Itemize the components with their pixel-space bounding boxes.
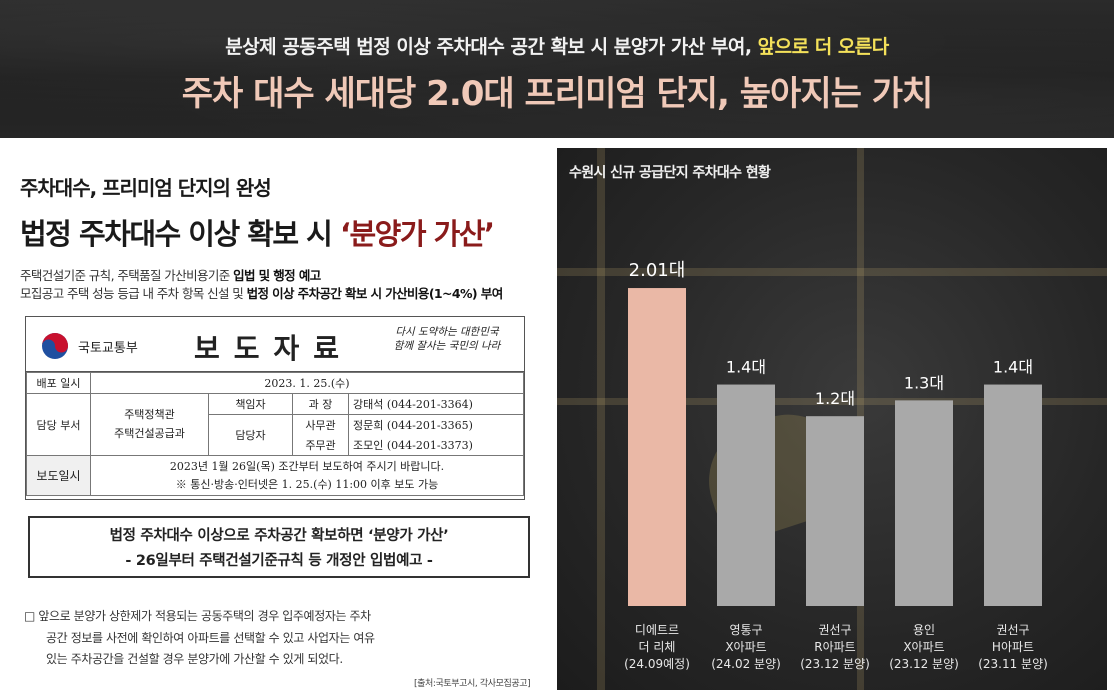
heading-large: 법정 주차대수 이상 확보 시 ‘분양가 가산’ — [20, 211, 540, 253]
report-line-1: 2023년 1월 26일(목) 조간부터 보도하여 주시기 바랍니다. — [169, 460, 445, 473]
source-note: [출처:국토부고시, 각사모집공고] — [414, 679, 531, 689]
description-line-2-plain: 모집공고 주택 성능 등급 내 주차 항목 신설 및 — [20, 286, 247, 302]
banner-subtitle: 분상제 공동주택 법정 이상 주차대수 공간 확보 시 분양가 가산 부여, 앞… — [0, 32, 1114, 59]
category-label: X아파트 — [725, 640, 766, 654]
table-cell: 배포 일시 — [26, 372, 91, 394]
heading-large-accent: ‘분양가 가산’ — [339, 217, 495, 251]
bar — [717, 384, 775, 606]
dept-name-2: 주택건설공급과 — [114, 426, 185, 440]
category-label: 권선구 — [818, 623, 851, 637]
category-label: H아파트 — [992, 640, 1034, 654]
banner-subtitle-highlight: 앞으로 더 오른다 — [757, 36, 890, 58]
bar-value-label: 1.4대 — [726, 358, 766, 377]
category-label: 영통구 — [729, 623, 762, 637]
table-row: 보도일시 2023년 1월 26일(목) 조간부터 보도하여 주시기 바랍니다.… — [26, 454, 524, 497]
category-label: (23.12 분양) — [889, 657, 959, 671]
table-row: 주무관 조모인 (044-201-3373) — [27, 435, 524, 456]
category-label: R아파트 — [814, 640, 855, 654]
table-cell: 강태석 (044-201-3364) — [348, 393, 524, 415]
press-release-header: 국토교통부 보도자료 다시 도약하는 대한민국 함께 잘사는 국민의 나라 — [26, 317, 524, 372]
dept-name-1: 주택정책관 — [124, 407, 175, 421]
ministry-name: 국토교통부 — [78, 340, 138, 356]
notice-line-1: 법정 주차대수 이상으로 주차공간 확보하면 ‘분양가 가산’ — [109, 528, 449, 544]
left-article: 주차대수, 프리미엄 단지의 완성 법정 주차대수 이상 확보 시 ‘분양가 가… — [20, 172, 540, 303]
table-cell: 사무관 — [292, 414, 349, 435]
description-line-2-bold: 법정 이상 주차공간 확보 시 가산비용(1~4%) 부여 — [246, 286, 504, 302]
body-line-1: □ 앞으로 분양가 상한제가 적용되는 공동주택의 경우 입주예정자는 주차 — [24, 609, 371, 623]
category-label: (24.09예정) — [624, 657, 690, 671]
table-cell: 2023. 1. 25.(수) — [90, 372, 524, 394]
notice-line-2: - 26일부터 주택건설기준규칙 등 개정안 입법예고 - — [125, 553, 433, 570]
category-label: (23.11 분양) — [978, 657, 1048, 671]
category-label: 더 리체 — [639, 640, 676, 654]
bar-value-label: 2.01대 — [629, 260, 686, 281]
header-banner: 분상제 공동주택 법정 이상 주차대수 공간 확보 시 분양가 가산 부여, 앞… — [0, 0, 1114, 138]
chart-title: 수원시 신규 공급단지 주차대수 현황 — [569, 165, 771, 181]
table-cell: 과 장 — [292, 393, 349, 415]
article-body: □ 앞으로 분양가 상한제가 적용되는 공동주택의 경우 입주예정자는 주차 공… — [24, 606, 538, 671]
banner-subtitle-text: 분상제 공동주택 법정 이상 주차대수 공간 확보 시 분양가 가산 부여, — [225, 36, 752, 58]
table-cell: 정문희 (044-201-3365) — [348, 414, 524, 435]
description-line-2: 모집공고 주택 성능 등급 내 주차 항목 신설 및 법정 이상 주차공간 확보… — [20, 285, 540, 303]
category-label: (23.12 분양) — [800, 657, 870, 671]
table-cell: 주무관 — [292, 435, 349, 456]
description: 주택건설기준 규칙, 주택품질 가산비용기준 입법 및 행정 예고 모집공고 주… — [20, 267, 540, 303]
parking-line — [597, 148, 605, 690]
category-label: 디에트르 — [635, 623, 679, 637]
description-line-1-plain: 주택건설기준 규칙, 주택품질 가산비용기준 — [20, 268, 234, 283]
table-cell: 담당자 — [208, 414, 293, 456]
description-line-1-bold: 입법 및 행정 예고 — [233, 268, 321, 283]
description-line-1: 주택건설기준 규칙, 주택품질 가산비용기준 입법 및 행정 예고 — [20, 267, 540, 285]
bar-value-label: 1.3대 — [904, 373, 944, 392]
body-line-3: 있는 주차공간을 건설할 경우 분양가에 가산할 수 있게 되었다. — [46, 652, 343, 667]
bar — [984, 384, 1042, 606]
body-line-2: 공간 정보를 사전에 확인하여 아파트를 선택할 수 있고 사업자는 여유 — [46, 630, 375, 645]
category-label: X아파트 — [903, 640, 944, 654]
table-row: 배포 일시 2023. 1. 25.(수) — [26, 372, 524, 394]
report-line-2: ※ 통신·방송·인터넷은 1. 25.(수) 11:00 이후 보도 가능 — [175, 477, 439, 491]
press-release-title: 보도자료 — [194, 332, 354, 365]
category-label: 권선구 — [996, 623, 1029, 637]
table-cell: 2023년 1월 26일(목) 조간부터 보도하여 주시기 바랍니다. ※ 통신·… — [90, 454, 524, 497]
heading-small: 주차대수, 프리미엄 단지의 완성 — [20, 176, 272, 200]
government-slogan: 다시 도약하는 대한민국 함께 잘사는 국민의 나라 — [382, 325, 512, 353]
table-cell: 조모인 (044-201-3373) — [348, 435, 524, 456]
category-label: (24.02 분양) — [711, 657, 781, 671]
heading-large-prefix: 법정 주차대수 이상 확보 시 — [20, 217, 340, 251]
bar-value-label: 1.2대 — [815, 389, 855, 408]
table-cell: 책임자 — [208, 393, 293, 415]
slogan-line-2: 함께 잘사는 국민의 나라 — [393, 340, 501, 353]
parking-line — [557, 268, 1107, 276]
banner-title: 주차 대수 세대당 2.0대 프리미엄 단지, 높아지는 가치 — [181, 74, 934, 114]
taegeuk-icon — [42, 333, 68, 359]
press-release: 국토교통부 보도자료 다시 도약하는 대한민국 함께 잘사는 국민의 나라 배포… — [25, 316, 525, 500]
table-cell: 보도일시 — [26, 454, 91, 497]
bar — [628, 288, 686, 606]
bar — [895, 400, 953, 606]
table-row: 담당자 사무관 정문희 (044-201-3365) — [27, 414, 524, 456]
bar-value-label: 1.4대 — [993, 358, 1033, 377]
ministry-logo: 국토교통부 — [40, 331, 138, 361]
bar — [806, 416, 864, 606]
parking-line — [557, 398, 1107, 405]
slogan-line-1: 다시 도약하는 대한민국 — [395, 326, 499, 338]
table-cell: 담당 부서 — [26, 393, 91, 456]
category-label: 용인 — [913, 623, 935, 637]
notice-box: 법정 주차대수 이상으로 주차공간 확보하면 ‘분양가 가산’ - 26일부터 … — [28, 516, 530, 578]
